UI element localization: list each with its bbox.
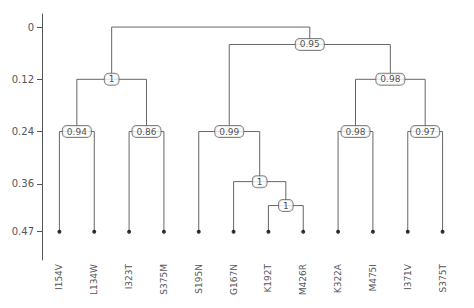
svg-text:S375M: S375M	[159, 264, 169, 295]
svg-text:S195N: S195N	[194, 264, 204, 294]
svg-text:I154V: I154V	[54, 263, 64, 290]
svg-text:0.47: 0.47	[12, 226, 34, 237]
svg-text:G167N: G167N	[229, 264, 239, 295]
svg-text:1: 1	[109, 74, 115, 84]
svg-text:K192T: K192T	[263, 263, 273, 292]
svg-text:0.12: 0.12	[12, 74, 34, 85]
svg-text:L134W: L134W	[89, 264, 99, 295]
svg-text:S375T: S375T	[438, 263, 448, 292]
svg-text:0.98: 0.98	[380, 74, 400, 84]
svg-text:0.94: 0.94	[67, 127, 87, 137]
svg-text:K322A: K322A	[333, 263, 343, 293]
svg-text:I323T: I323T	[124, 264, 134, 290]
svg-text:0.86: 0.86	[136, 127, 156, 137]
svg-text:0.36: 0.36	[12, 178, 34, 189]
svg-text:I371V: I371V	[403, 263, 413, 290]
svg-text:0.98: 0.98	[345, 127, 365, 137]
svg-text:M475I: M475I	[368, 264, 378, 292]
svg-text:0.99: 0.99	[219, 127, 239, 137]
svg-text:M426R: M426R	[298, 264, 308, 295]
svg-text:1: 1	[283, 201, 289, 211]
svg-text:0.95: 0.95	[300, 39, 320, 49]
svg-text:1: 1	[257, 177, 263, 187]
svg-text:0.24: 0.24	[12, 126, 34, 137]
svg-text:0: 0	[28, 22, 34, 33]
svg-text:0.97: 0.97	[415, 127, 435, 137]
